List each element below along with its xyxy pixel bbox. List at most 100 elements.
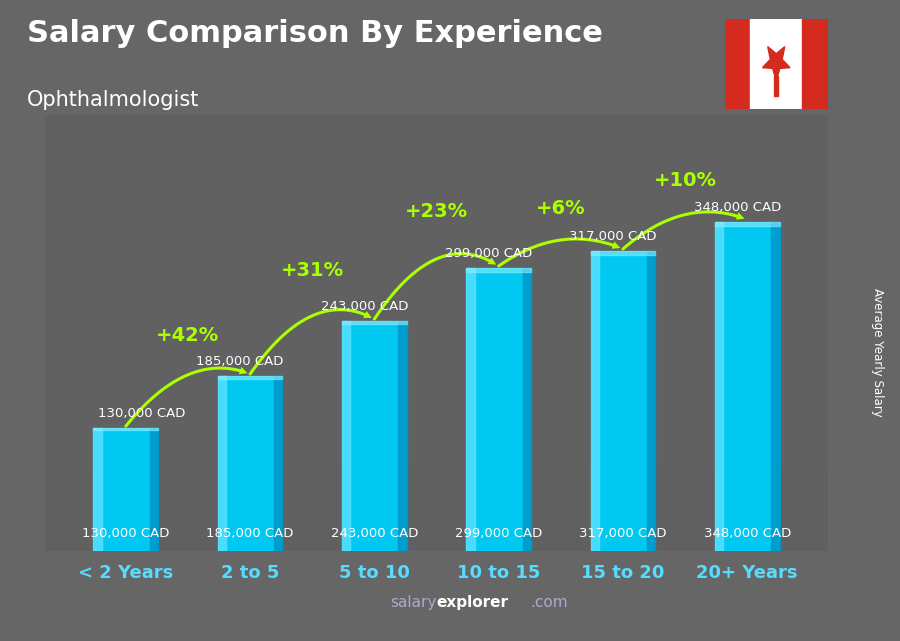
Bar [715,222,779,226]
Bar [274,376,283,551]
Bar [45,142,828,146]
Bar [45,137,828,142]
Text: 130,000 CAD: 130,000 CAD [98,408,185,420]
Bar [45,259,828,263]
Text: 299,000 CAD: 299,000 CAD [455,527,543,540]
Text: 348,000 CAD: 348,000 CAD [694,201,781,214]
Bar [45,399,828,403]
Bar [45,351,828,355]
Bar [45,290,828,294]
Bar [45,120,828,124]
Bar [45,168,828,172]
Text: +42%: +42% [157,326,220,345]
Bar [45,285,828,290]
Bar [45,416,828,420]
Bar [45,447,828,451]
Bar [45,364,828,368]
Bar [45,303,828,307]
Bar [45,224,828,229]
Bar [45,394,828,399]
Bar [647,251,655,551]
Bar [590,251,655,551]
Bar [466,268,474,551]
Bar [45,525,828,529]
Bar [45,242,828,246]
Bar [45,294,828,299]
Text: Ophthalmologist: Ophthalmologist [27,90,200,110]
Text: .com: .com [530,595,568,610]
Bar [724,19,751,109]
Bar [45,508,828,512]
Bar [45,185,828,190]
Bar [45,433,828,438]
Text: 243,000 CAD: 243,000 CAD [320,301,408,313]
Bar [466,268,531,551]
Bar [45,495,828,499]
Bar [45,124,828,128]
Bar [45,128,828,133]
Bar [45,324,828,329]
Bar [45,229,828,233]
Bar [523,268,531,551]
Bar [45,460,828,464]
Text: 130,000 CAD: 130,000 CAD [82,527,169,540]
Bar [45,390,828,394]
Bar [45,181,828,185]
Bar [45,469,828,473]
Bar [45,477,828,481]
Bar [45,307,828,312]
Bar [218,376,226,551]
Bar [45,464,828,469]
Bar [45,451,828,455]
Bar [715,222,779,551]
Bar [802,19,828,109]
Bar [45,194,828,198]
Bar [45,512,828,517]
Bar [45,503,828,508]
Bar [45,212,828,215]
Bar [45,429,828,433]
Bar [45,338,828,342]
Bar [45,299,828,303]
Bar [342,321,407,551]
Bar [94,428,158,551]
Bar [45,133,828,137]
Bar [45,215,828,220]
Bar [45,159,828,163]
Text: 317,000 CAD: 317,000 CAD [569,230,657,244]
Bar [45,150,828,154]
Bar [45,368,828,372]
Bar [45,442,828,447]
Text: 317,000 CAD: 317,000 CAD [580,527,667,540]
Bar [94,428,102,551]
Bar [45,172,828,176]
Bar [399,321,407,551]
Bar [45,360,828,364]
Text: 185,000 CAD: 185,000 CAD [196,355,284,369]
Bar [45,490,828,495]
Bar [94,428,158,430]
Bar [45,534,828,538]
Bar [45,198,828,203]
Bar [771,222,779,551]
Bar [149,428,158,551]
Bar [45,190,828,194]
Bar [774,76,778,96]
Bar [45,425,828,429]
Text: +23%: +23% [405,201,468,221]
Text: explorer: explorer [436,595,508,610]
Bar [45,246,828,251]
Bar [45,281,828,285]
Bar [45,377,828,381]
Bar [45,333,828,338]
Bar [45,529,828,534]
Bar [45,220,828,224]
Bar [45,268,828,272]
Bar [45,255,828,259]
Text: +6%: +6% [536,199,586,218]
Bar [466,268,531,272]
Bar [218,376,283,551]
Bar [45,154,828,159]
Bar [590,251,655,255]
Bar [45,381,828,386]
